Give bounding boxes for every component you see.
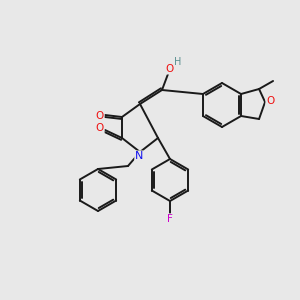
Text: F: F — [167, 214, 173, 224]
Text: H: H — [174, 57, 182, 67]
Text: O: O — [165, 64, 173, 74]
Text: O: O — [96, 123, 104, 133]
Text: O: O — [96, 111, 104, 121]
Text: O: O — [266, 96, 274, 106]
Text: N: N — [135, 151, 143, 161]
